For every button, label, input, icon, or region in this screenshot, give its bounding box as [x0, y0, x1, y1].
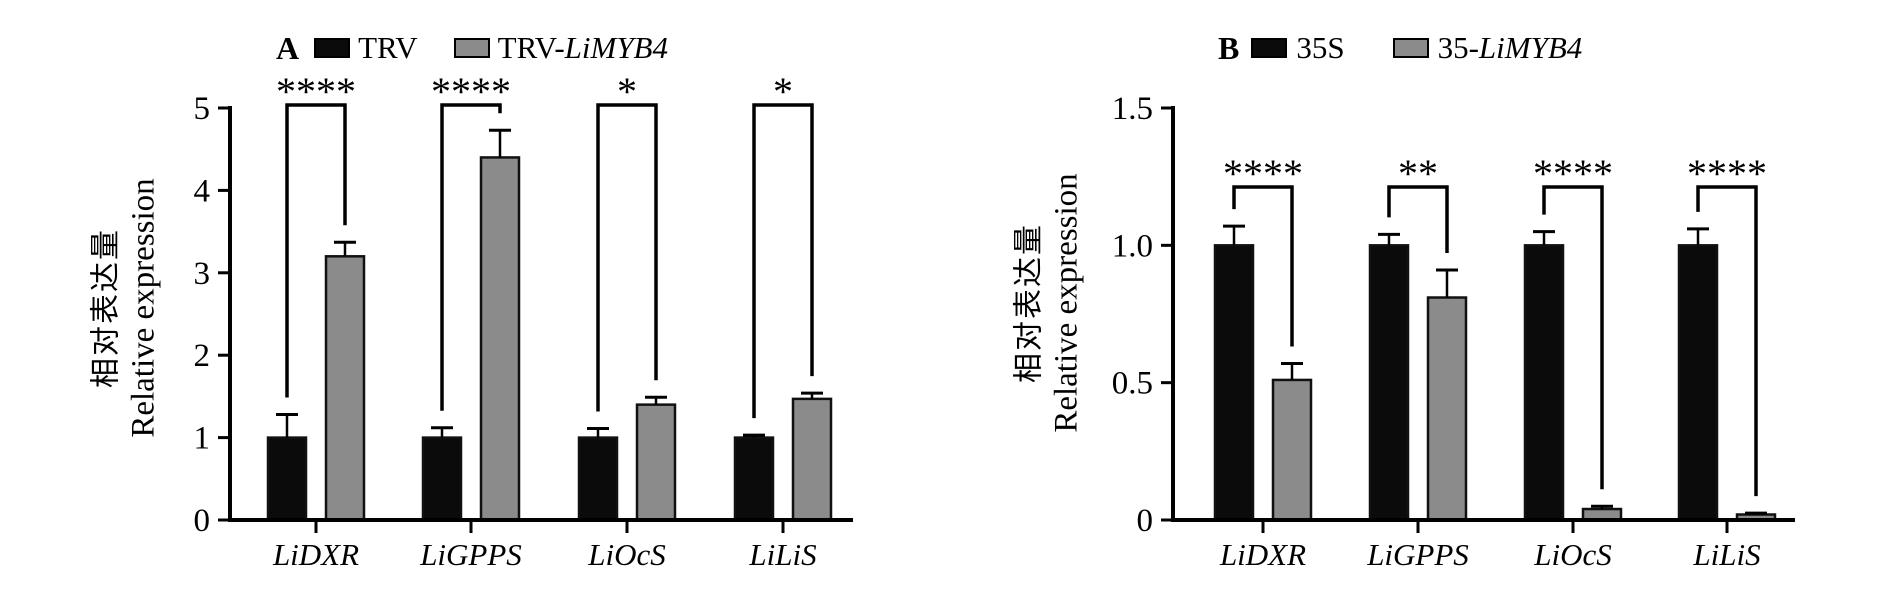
panel-a-ytick-label-4: 4: [194, 173, 211, 209]
panel-b: **** LiDXR ** LiGPPS **** LiOcS **** LiLiS 0 0.5 1…: [1112, 91, 1795, 572]
panel-a-label: A: [276, 29, 300, 66]
panel-a-legend-label-1: TRV: [358, 30, 418, 65]
panel-a: **** LiDXR **** LiGPPS * LiOcS * LiLiS 0 1 2 3 4 5: [194, 69, 853, 572]
panel-a-ytick-label-3: 3: [194, 256, 211, 292]
panel-b-ytick-label-1.0: 1.0: [1112, 228, 1153, 264]
panel-a-bar-LiLiS-TRV: [733, 436, 775, 522]
panel-a-xlabel-LiOcS: LiOcS: [587, 537, 666, 572]
panel-b-legend-swatch-gray: [1392, 38, 1429, 58]
panel-b-bar-LiDXR-35-LiMYB4: [1271, 378, 1313, 522]
panel-a-sig-stars-LiOcS: *: [617, 69, 637, 114]
panel-a-sig-bracket-LiGPPS: [440, 103, 502, 411]
panel-a-sig-bracket-LiDXR: [285, 103, 347, 398]
panel-b-xlabel-LiGPPS: LiGPPS: [1366, 537, 1469, 572]
panel-b-ytick-label-1.5: 1.5: [1112, 91, 1153, 127]
panel-b-sig-bracket-LiDXR: [1232, 185, 1294, 347]
panel-b-legend-label-1: 35S: [1296, 30, 1345, 65]
panel-a-y-axis-title: 相对表达量 Relative expression: [88, 178, 163, 437]
panel-a-ytick-label-0: 0: [194, 503, 211, 539]
panel-a-bar-LiDXR-TRV-LiMYB4: [324, 255, 366, 522]
panel-b-legend-label-2: 35-LiMYB4: [1437, 30, 1583, 65]
panel-a-sig-stars-LiDXR: ****: [276, 69, 356, 114]
panel-a-xlabel-LiDXR: LiDXR: [272, 537, 359, 572]
panel-a-bar-LiOcS-TRV: [577, 436, 619, 522]
panel-a-sig-bracket-LiOcS: [596, 103, 658, 412]
panel-b-sig-stars-LiLiS: ****: [1687, 151, 1767, 196]
panel-a-bar-LiGPPS-TRV-LiMYB4: [479, 156, 521, 522]
panel-b-sig-bracket-LiOcS: [1542, 185, 1604, 490]
panel-b-legend-swatch-black: [1251, 38, 1288, 58]
panel-b-bar-LiLiS-35S: [1677, 244, 1719, 522]
panel-a-bar-LiDXR-TRV: [266, 436, 308, 522]
panel-b-xlabel-LiDXR: LiDXR: [1219, 537, 1306, 572]
panel-a-legend: A TRV TRV-LiMYB4: [276, 29, 668, 66]
panel-a-legend-label-2: TRV-LiMYB4: [497, 30, 668, 65]
panel-b-label: B: [1218, 29, 1240, 66]
panel-a-legend-swatch-gray: [453, 38, 490, 58]
panel-b-xlabel-LiOcS: LiOcS: [1533, 537, 1612, 572]
panel-a-ytick-label-1: 1: [194, 421, 211, 457]
panel-b-y-axis-title: 相对表达量 Relative expression: [1011, 173, 1086, 432]
panel-b-bar-LiGPPS-35S: [1368, 244, 1410, 522]
panel-b-bar-LiGPPS-35-LiMYB4: [1426, 296, 1468, 522]
panel-b-ytick-label-0.5: 0.5: [1112, 366, 1153, 402]
panel-b-ytick-label-0: 0: [1137, 503, 1154, 539]
panel-b-sig-stars-LiGPPS: **: [1398, 151, 1438, 196]
panel-a-sig-stars-LiGPPS: ****: [431, 69, 511, 114]
panel-a-bar-LiLiS-TRV-LiMYB4: [791, 397, 833, 522]
panel-b-y-axis-title-en: Relative expression: [1048, 173, 1085, 433]
panel-a-xlabel-LiGPPS: LiGPPS: [419, 537, 522, 572]
panel-b-sig-bracket-LiLiS: [1696, 185, 1758, 497]
panel-b-sig-stars-LiDXR: ****: [1223, 151, 1303, 196]
panel-a-legend-swatch-black: [314, 38, 351, 58]
panel-a-y-axis-title-cn: 相对表达量: [89, 228, 123, 388]
panel-a-ytick-label-2: 2: [194, 338, 211, 374]
panel-b-sig-bracket-LiGPPS: [1387, 185, 1449, 254]
panel-a-bar-LiOcS-TRV-LiMYB4: [635, 403, 677, 522]
panel-a-sig-stars-LiLiS: *: [773, 69, 793, 114]
panel-a-bar-LiGPPS-TRV: [421, 436, 463, 522]
panel-b-y-axis-title-cn: 相对表达量: [1012, 223, 1046, 383]
panel-b-bar-LiDXR-35S: [1213, 244, 1255, 522]
panel-b-legend: B 35S 35-LiMYB4: [1218, 29, 1583, 66]
panel-b-bar-LiOcS-35S: [1523, 244, 1565, 522]
panel-a-ytick-label-5: 5: [194, 91, 211, 127]
panel-a-xlabel-LiLiS: LiLiS: [748, 537, 816, 572]
panel-b-xlabel-LiLiS: LiLiS: [1692, 537, 1760, 572]
panel-a-sig-bracket-LiLiS: [752, 103, 814, 419]
panel-a-y-axis-title-en: Relative expression: [125, 178, 162, 438]
panel-b-sig-stars-LiOcS: ****: [1533, 151, 1613, 196]
